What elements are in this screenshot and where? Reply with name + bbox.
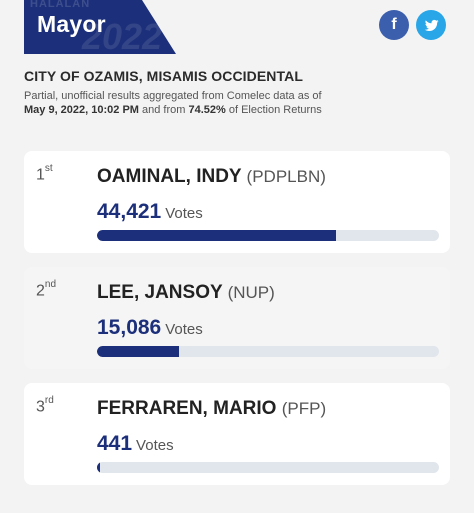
candidate-rank: 3rd bbox=[36, 395, 54, 416]
candidate-card: 1st OAMINAL, INDY (PDPLBN) 44,421 Votes bbox=[24, 151, 450, 253]
candidate-name-line: OAMINAL, INDY (PDPLBN) bbox=[97, 166, 326, 188]
page-title: Mayor bbox=[37, 11, 106, 37]
vote-count: 441 bbox=[97, 432, 133, 455]
facebook-share-button[interactable]: f bbox=[379, 10, 409, 40]
vote-share-bar bbox=[97, 462, 439, 473]
vote-count: 44,421 bbox=[97, 200, 162, 223]
candidate-name-line: FERRAREN, MARIO (PFP) bbox=[97, 398, 326, 420]
vote-share-fill bbox=[97, 346, 180, 357]
vote-count-line: 15,086 Votes bbox=[97, 316, 203, 340]
note-text-1: Partial, unofficial results aggregated f… bbox=[24, 90, 322, 102]
rank-number: 1 bbox=[36, 166, 45, 184]
vote-count-line: 441 Votes bbox=[97, 432, 174, 456]
candidate-name: OAMINAL, INDY bbox=[97, 166, 242, 187]
vote-share-fill bbox=[97, 462, 101, 473]
candidate-name: FERRAREN, MARIO bbox=[97, 398, 277, 419]
twitter-share-button[interactable] bbox=[416, 10, 446, 40]
votes-label: Votes bbox=[165, 205, 203, 222]
candidate-card: 2nd LEE, JANSOY (NUP) 15,086 Votes bbox=[24, 267, 450, 369]
rank-suffix: rd bbox=[44, 395, 54, 406]
candidate-name: LEE, JANSOY bbox=[97, 282, 223, 303]
rank-number: 3 bbox=[36, 398, 45, 416]
facebook-icon: f bbox=[391, 16, 397, 33]
twitter-icon bbox=[424, 19, 439, 31]
header-watermark-year: 2022 bbox=[82, 16, 163, 54]
note-datetime: May 9, 2022, 10:02 PM bbox=[24, 103, 139, 116]
vote-share-bar bbox=[97, 346, 439, 357]
header-watermark: HALALAN bbox=[30, 0, 91, 10]
candidate-party: (PDPLBN) bbox=[246, 167, 326, 186]
candidate-name-line: LEE, JANSOY (NUP) bbox=[97, 282, 275, 304]
rank-number: 2 bbox=[36, 282, 45, 300]
results-note: Partial, unofficial results aggregated f… bbox=[24, 90, 324, 117]
note-text-3: of Election Returns bbox=[225, 103, 322, 116]
note-percent: 74.52% bbox=[188, 103, 226, 116]
vote-share-bar bbox=[97, 230, 439, 241]
votes-label: Votes bbox=[165, 321, 203, 338]
location-title: CITY OF OZAMIS, MISAMIS OCCIDENTAL bbox=[24, 68, 303, 84]
candidate-party: (PFP) bbox=[281, 399, 327, 418]
vote-count: 15,086 bbox=[97, 316, 162, 339]
vote-share-fill bbox=[97, 230, 337, 241]
candidate-rank: 2nd bbox=[36, 279, 57, 300]
candidate-party: (NUP) bbox=[227, 283, 275, 302]
rank-suffix: st bbox=[44, 163, 53, 174]
votes-label: Votes bbox=[136, 437, 174, 454]
vote-count-line: 44,421 Votes bbox=[97, 200, 203, 224]
rank-suffix: nd bbox=[44, 279, 57, 290]
candidate-rank: 1st bbox=[36, 163, 53, 184]
header-banner-area: HALALAN 2022 Mayor bbox=[24, 0, 176, 54]
note-text-2: and from bbox=[138, 103, 189, 116]
candidate-card: 3rd FERRAREN, MARIO (PFP) 441 Votes bbox=[24, 383, 450, 485]
